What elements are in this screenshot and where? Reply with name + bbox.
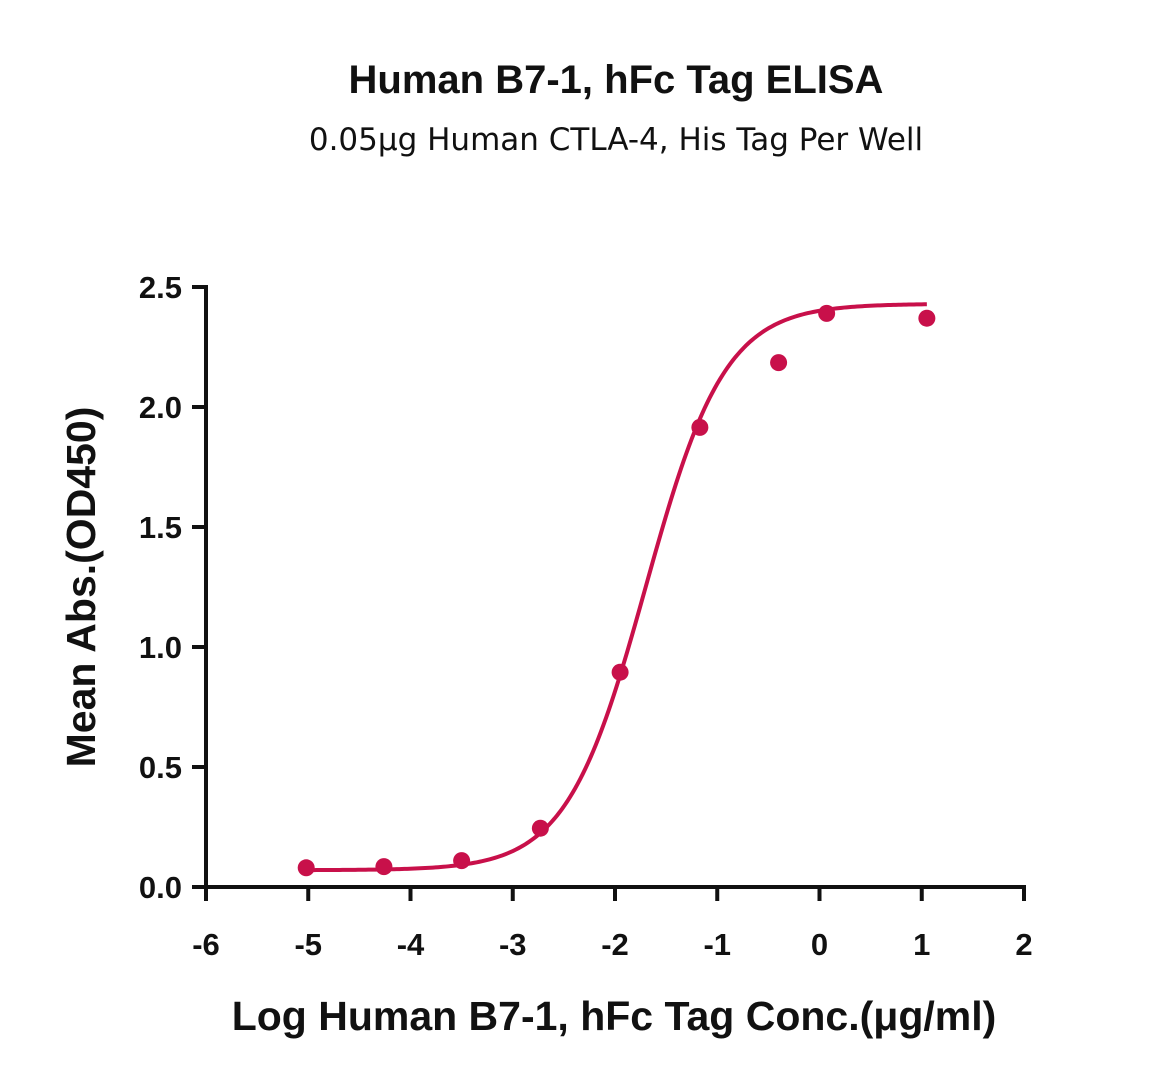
data-point (770, 354, 788, 372)
x-tick-label: 0 (811, 927, 828, 962)
data-point (453, 852, 471, 870)
data-point (918, 309, 936, 327)
y-axis-label: Mean Abs.(OD450) (58, 407, 104, 768)
axes: 0.0 0.5 1.0 1.5 2.0 2.5 -6 -5 -4 -3 -2 -1 0 1 2 (139, 270, 1033, 962)
x-tick-label: -4 (397, 927, 425, 962)
data-point (818, 304, 836, 322)
x-tick-label: -2 (601, 927, 629, 962)
chart-subtitle: 0.05μg Human CTLA-4, His Tag Per Well (309, 122, 923, 158)
y-tick-label: 1.5 (139, 510, 182, 545)
data-point (531, 819, 549, 837)
x-tick-label: -3 (499, 927, 527, 962)
x-tick-label: -5 (294, 927, 322, 962)
chart-title: Human B7-1, hFc Tag ELISA (349, 58, 884, 102)
data-point (611, 663, 629, 681)
data-point (691, 418, 709, 436)
data-point (375, 858, 393, 876)
x-tick-label: 2 (1015, 927, 1032, 962)
y-tick-label: 0.0 (139, 870, 182, 905)
fit-curve-layer (306, 302, 927, 873)
y-tick-label: 1.0 (139, 630, 182, 665)
y-tick-label: 2.0 (139, 390, 182, 425)
x-tick-label: -6 (192, 927, 220, 962)
x-axis-label: Log Human B7-1, hFc Tag Conc.(μg/ml) (232, 993, 997, 1039)
fit-curve (306, 302, 927, 873)
data-points-layer (297, 304, 936, 877)
data-point (297, 859, 315, 877)
y-tick-label: 0.5 (139, 750, 182, 785)
x-tick-label: 1 (913, 927, 930, 962)
x-tick-label: -1 (703, 927, 731, 962)
y-tick-label: 2.5 (139, 270, 182, 305)
